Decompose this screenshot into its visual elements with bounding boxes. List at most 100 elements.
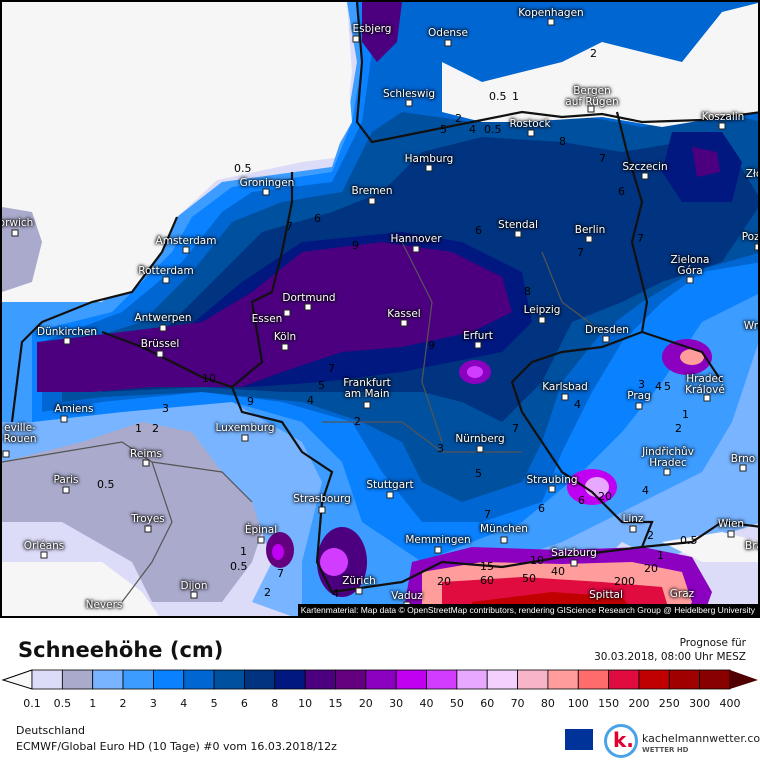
- contour-label: 4: [307, 394, 314, 407]
- city-label: Dortmund: [282, 292, 336, 304]
- legend-tick-label: 4: [180, 697, 188, 710]
- city-marker: [412, 245, 420, 253]
- city-label: München: [480, 523, 528, 535]
- region-10-north: [362, 2, 402, 62]
- contour-label: 7: [484, 508, 491, 521]
- city-marker: [352, 35, 360, 43]
- city-marker: [739, 464, 747, 472]
- contour-label: 4: [332, 587, 339, 600]
- city-marker: [548, 485, 556, 493]
- city-label: Graz: [669, 588, 695, 600]
- contour-label: 20: [598, 490, 612, 503]
- contour-label: 8: [524, 285, 531, 298]
- city-label: Zielona Góra: [670, 254, 710, 277]
- city-marker: [283, 309, 291, 317]
- map-attribution: Kartenmaterial: Map data © OpenStreetMap…: [297, 604, 758, 616]
- contour-label: 0.5: [484, 123, 502, 136]
- city-label: Dresden: [585, 324, 629, 336]
- city-marker: [257, 536, 265, 544]
- snow-depth-map[interactable]: Esbjerg Odense Kopenhagen Schleswig Bergen a…: [0, 0, 760, 618]
- city-label: Kassel: [387, 308, 421, 320]
- contour-label: 0.5: [680, 534, 698, 547]
- legend-tick-label: 60: [480, 697, 495, 710]
- hotspot-epinal-core: [272, 544, 284, 560]
- city-marker: [635, 402, 643, 410]
- city-marker: [527, 129, 535, 137]
- legend-swatch: [395, 669, 427, 690]
- city-marker: [60, 415, 68, 423]
- city-marker: [405, 99, 413, 107]
- contour-label: 200: [614, 575, 635, 588]
- city-marker: [11, 229, 19, 237]
- contour-label: 1: [512, 90, 519, 103]
- legend-swatch: [183, 669, 215, 690]
- city-label: Straubing: [526, 474, 578, 486]
- contour-label: 1: [682, 408, 689, 421]
- city-marker: [40, 551, 48, 559]
- city-marker: [162, 276, 170, 284]
- legend-swatch: [668, 669, 701, 690]
- city-label: Frankfurt am Main: [343, 377, 391, 400]
- country-borders: [10, 2, 758, 594]
- legend-swatch: [638, 669, 670, 690]
- city-label: Brüssel: [140, 338, 180, 350]
- city-marker: [144, 525, 152, 533]
- city-marker: [281, 343, 289, 351]
- legend-tick-label: 3: [149, 697, 157, 710]
- city-label: Stendal: [498, 219, 538, 231]
- city-label: Stuttgart: [366, 479, 414, 491]
- contour-label: 1: [657, 549, 664, 562]
- contour-label: 4: [655, 380, 662, 393]
- contour-label: 6: [475, 224, 482, 237]
- contour-label: 50: [522, 572, 536, 585]
- model-info: ECMWF/Global Euro HD (10 Tage) #0 vom 16…: [16, 740, 337, 753]
- city-marker: [444, 39, 452, 47]
- city-marker: [386, 491, 394, 499]
- contour-label: 60: [480, 574, 494, 587]
- legend-tick-label: 5: [210, 697, 218, 710]
- contour-label: 7: [277, 567, 284, 580]
- city-marker: [159, 324, 167, 332]
- city-label: Jindřichův Hradec: [642, 446, 694, 469]
- city-marker: [703, 394, 711, 402]
- contour-label: 6: [538, 502, 545, 515]
- city-label: Épinal: [244, 524, 278, 536]
- city-label: Bra: [745, 540, 758, 552]
- city-label: Karlsbad: [542, 381, 588, 393]
- brand-sub: WETTER HD: [642, 746, 689, 754]
- contour-label: 3: [437, 442, 444, 455]
- contour-label: 2: [354, 415, 361, 428]
- brand-name[interactable]: kachelmannwetter.com: [642, 732, 760, 745]
- kachelmann-logo-icon[interactable]: k.: [604, 724, 638, 758]
- contour-label: 5: [440, 123, 447, 136]
- sea-baltic: [442, 3, 758, 127]
- city-label: Vaduz: [391, 590, 423, 602]
- city-marker: [561, 393, 569, 401]
- contour-label: 40: [551, 565, 565, 578]
- city-label: Koszalin: [701, 111, 745, 123]
- city-marker: [182, 246, 190, 254]
- contour-label: 2: [455, 112, 462, 125]
- city-label: Strasbourg: [293, 493, 351, 505]
- city-label: Bremen: [351, 185, 393, 197]
- forecast-time: 30.03.2018, 08:00 Uhr MESZ: [594, 651, 746, 663]
- contour-label: 9: [352, 239, 359, 252]
- city-label: Memmingen: [405, 534, 471, 546]
- city-marker: [2, 450, 10, 458]
- city-marker: [355, 587, 363, 595]
- contour-label: 10: [530, 554, 544, 567]
- city-label: eville- Rouen: [3, 422, 37, 445]
- legend-tick-label: 200: [628, 697, 650, 710]
- city-marker: [538, 316, 546, 324]
- city-label: Nevers: [85, 599, 123, 611]
- contour-label: 9: [428, 339, 435, 352]
- city-label: orwich: [0, 217, 34, 229]
- city-label: Szczecin: [622, 161, 668, 173]
- legend-swatch: [122, 669, 154, 690]
- city-label: Schleswig: [382, 88, 436, 100]
- city-label: Kopenhagen: [518, 7, 584, 19]
- region-white-austria: [662, 532, 758, 562]
- city-marker: [570, 559, 578, 567]
- city-marker: [547, 18, 555, 26]
- city-marker: [318, 506, 326, 514]
